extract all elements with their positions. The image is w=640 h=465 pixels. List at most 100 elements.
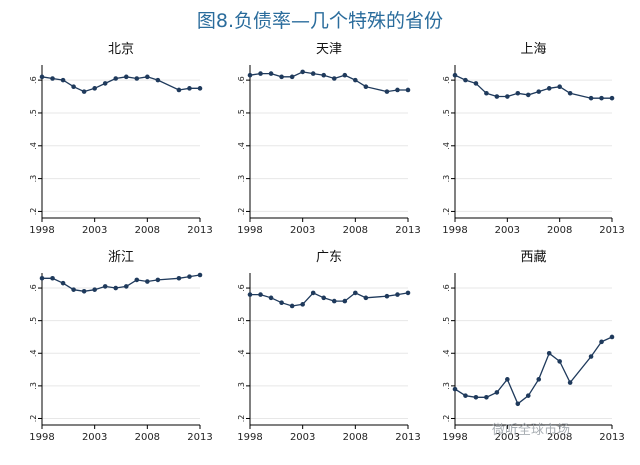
x-tick-label: 2003 (290, 432, 315, 443)
y-tick-label: .4 (29, 349, 38, 357)
data-point (484, 90, 489, 96)
y-tick-label: .6 (237, 76, 246, 84)
panel-title: 浙江 (108, 250, 134, 265)
data-point (155, 277, 161, 283)
data-point (176, 87, 182, 93)
data-point (113, 285, 119, 291)
data-point (609, 334, 615, 340)
data-point (395, 292, 400, 297)
data-point (505, 94, 510, 99)
x-tick-label: 1998 (29, 225, 54, 236)
data-point (197, 272, 203, 278)
panel-title: 天津 (316, 42, 342, 57)
data-point (599, 339, 604, 345)
y-tick-label: .5 (237, 317, 246, 325)
data-point (134, 277, 140, 283)
x-tick-label: 2008 (547, 225, 572, 236)
data-point (279, 300, 284, 306)
data-point (300, 69, 305, 75)
data-point (546, 350, 552, 356)
data-point (395, 87, 400, 93)
x-tick-label: 2003 (82, 225, 107, 236)
data-point (588, 95, 594, 101)
data-point (505, 377, 510, 382)
panel-title: 北京 (108, 42, 134, 57)
x-tick-label: 1998 (442, 225, 467, 236)
y-tick-label: .3 (29, 175, 38, 183)
data-point (102, 284, 108, 289)
y-tick-label: .6 (237, 284, 246, 292)
series-line (249, 71, 408, 93)
data-point (268, 71, 274, 76)
y-tick-label: .6 (29, 284, 38, 292)
data-point (452, 386, 458, 392)
series-line (250, 292, 409, 307)
x-tick-label: 1998 (237, 225, 262, 236)
data-point (92, 86, 97, 91)
panel-title: 西藏 (520, 250, 546, 265)
x-tick-label: 1998 (237, 432, 262, 443)
x-tick-label: 1998 (29, 432, 54, 443)
y-tick-label: .4 (29, 142, 38, 150)
data-point (405, 290, 411, 296)
x-tick-label: 1998 (442, 432, 467, 443)
data-point (609, 95, 615, 101)
data-point (145, 74, 150, 80)
y-tick-label: .2 (237, 415, 246, 423)
data-point (187, 86, 192, 91)
panel-title: 上海 (520, 42, 546, 57)
panel-2: 天津 .2 .3 .4 .5 .6 1998 2003 2008 2013 (237, 42, 421, 236)
x-tick-label: 2003 (82, 432, 107, 443)
data-point (300, 302, 305, 307)
x-tick-label: 2008 (547, 432, 572, 443)
series-line (454, 336, 613, 405)
data-point (557, 359, 562, 364)
y-tick-label: .5 (29, 109, 38, 117)
data-point (102, 81, 108, 86)
x-tick-label: 2003 (290, 225, 315, 236)
y-tick-label: .6 (442, 76, 451, 84)
y-tick-label: .5 (442, 109, 451, 117)
data-point (331, 76, 337, 81)
y-tick-label: .5 (237, 109, 246, 117)
data-point (268, 295, 274, 301)
y-tick-label: .4 (237, 349, 246, 357)
y-tick-label: .2 (237, 208, 246, 216)
data-point (473, 81, 479, 86)
data-point (384, 293, 390, 299)
data-point (484, 394, 489, 400)
series-line (42, 274, 201, 292)
y-tick-label: .4 (442, 349, 451, 357)
data-point (71, 287, 76, 292)
y-tick-label: .2 (29, 415, 38, 423)
data-point (473, 394, 479, 400)
x-tick-label: 2013 (187, 432, 212, 443)
data-point (247, 292, 253, 297)
y-tick-label: .2 (29, 208, 38, 216)
data-point (71, 84, 76, 89)
y-tick-label: .6 (29, 76, 38, 84)
data-point (145, 279, 150, 284)
data-point (515, 90, 521, 96)
x-tick-label: 2008 (343, 432, 368, 443)
y-tick-label: .4 (442, 142, 451, 150)
data-point (363, 84, 369, 89)
x-tick-label: 2013 (599, 432, 624, 443)
data-point (60, 77, 66, 83)
y-tick-label: .3 (442, 175, 451, 183)
data-point (39, 275, 45, 281)
y-tick-label: .5 (442, 317, 451, 325)
data-point (342, 298, 348, 304)
panel-3: 上海 .2 .3 .4 .5 .6 1998 2003 2008 2013 (442, 42, 625, 236)
data-point (525, 393, 531, 398)
data-point (536, 89, 542, 94)
data-point (123, 284, 129, 289)
series-line (454, 74, 612, 99)
series-line (41, 76, 200, 93)
data-point (39, 74, 45, 80)
data-point (187, 274, 192, 279)
y-tick-label: .5 (29, 317, 38, 325)
data-point (331, 298, 337, 304)
